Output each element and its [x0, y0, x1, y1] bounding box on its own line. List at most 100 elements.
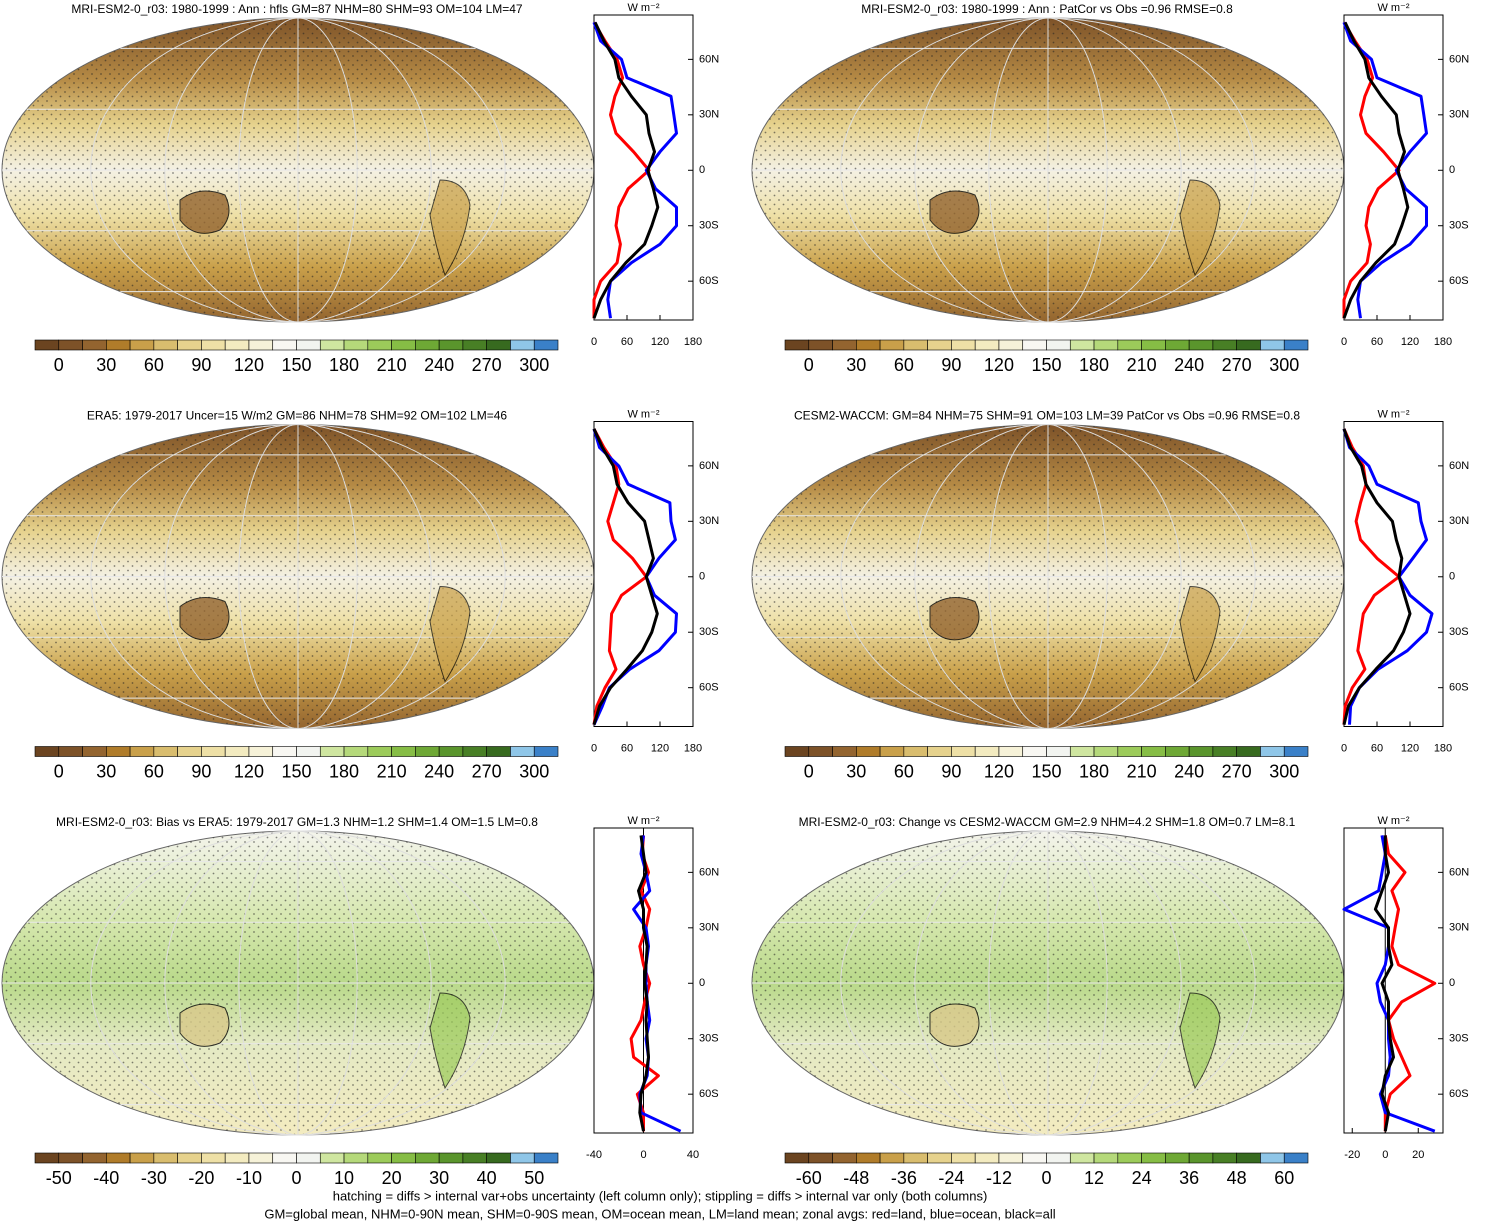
colorbar-box	[1212, 1152, 1237, 1164]
zonal-line	[1342, 21, 1410, 319]
colorbar-box	[998, 746, 1024, 757]
x-tick-label: 60	[621, 336, 633, 348]
colorbar-label: 30	[96, 355, 116, 375]
colorbar-box	[1117, 339, 1142, 351]
colorbar-label: 30	[429, 1168, 449, 1188]
colorbar-box	[856, 339, 881, 351]
continent	[429, 992, 471, 1090]
x-tick-label: 180	[684, 742, 702, 754]
y-tick-label: 30S	[1449, 220, 1469, 232]
colorbar-box	[927, 1152, 952, 1164]
y-tick-label: 60S	[699, 1088, 719, 1100]
panel-title: MRI-ESM2-0_r03: Change vs CESM2-WACCM GM…	[799, 815, 1296, 829]
colorbar-box	[224, 1152, 250, 1164]
colorbar-box	[415, 746, 440, 757]
colorbar-box	[1165, 1152, 1190, 1164]
zonal-line	[1342, 428, 1412, 726]
colorbar-label: 120	[234, 761, 264, 781]
colorbar-box	[248, 339, 274, 351]
colorbar-label: 210	[377, 761, 407, 781]
y-tick-label: 30S	[699, 1033, 719, 1045]
colorbar-box	[129, 1152, 155, 1164]
continent	[929, 190, 980, 234]
colorbar-box	[832, 746, 857, 757]
colorbar-box	[1188, 746, 1214, 757]
colorbar-box	[391, 1152, 416, 1164]
colorbar-box	[1236, 1152, 1261, 1164]
zonal-frame	[1343, 14, 1444, 321]
panel-title: CESM2-WACCM: GM=84 NHM=75 SHM=91 OM=103 …	[794, 409, 1300, 423]
continent	[929, 1003, 980, 1047]
colorbar-box	[462, 339, 487, 351]
y-tick-label: 30N	[1449, 515, 1469, 527]
colorbar-label: 240	[1174, 355, 1204, 375]
continent	[1179, 179, 1221, 277]
colorbar-box	[153, 339, 178, 351]
colorbar-box	[82, 1152, 107, 1164]
panel: MRI-ESM2-0_r03: 1980-1999 : Ann : PatCor…	[751, 2, 1469, 375]
y-tick-label: 0	[1449, 977, 1455, 989]
colorbar-box	[462, 746, 487, 757]
colorbar-label: 120	[984, 761, 1014, 781]
panel: MRI-ESM2-0_r03: Change vs CESM2-WACCM GM…	[751, 815, 1469, 1188]
colorbar-box	[1093, 339, 1119, 351]
y-tick-label: 60N	[1449, 460, 1469, 472]
colorbar-box	[367, 339, 392, 351]
continent	[429, 585, 471, 683]
colorbar-box	[319, 746, 345, 757]
x-tick-label: 0	[591, 742, 597, 754]
colorbar-box	[808, 1152, 833, 1164]
colorbar-label: 90	[941, 355, 961, 375]
zonal-unit: W m⁻²	[1377, 815, 1409, 827]
colorbar-box	[974, 339, 1000, 351]
colorbar-box	[533, 339, 559, 351]
colorbar-box	[1283, 1152, 1309, 1164]
colorbar-label: 300	[519, 355, 549, 375]
colorbar-label: 0	[54, 355, 64, 375]
y-tick-label: 60N	[1449, 53, 1469, 65]
colorbar-box	[296, 746, 321, 757]
y-tick-label: 30N	[699, 922, 719, 934]
y-tick-label: 30S	[699, 220, 719, 232]
colorbar-label: 30	[846, 761, 866, 781]
colorbar-box	[1141, 1152, 1166, 1164]
y-tick-label: 30S	[699, 626, 719, 638]
colorbar-box	[106, 1152, 131, 1164]
colorbar-box	[533, 1152, 559, 1164]
colorbar-label: 20	[382, 1168, 402, 1188]
colorbar-label: 0	[291, 1168, 301, 1188]
colorbar-label: 0	[804, 761, 814, 781]
colorbar-box	[462, 1152, 487, 1164]
colorbar-box	[903, 746, 928, 757]
continent	[929, 597, 980, 641]
x-tick-label: 0	[1341, 336, 1347, 348]
zonal-unit: W m⁻²	[627, 408, 659, 420]
colorbar-label: 300	[1269, 761, 1299, 781]
colorbar-box	[415, 339, 440, 351]
colorbar-box	[177, 339, 202, 351]
colorbar-box	[1022, 1152, 1047, 1164]
colorbar-box	[1165, 339, 1190, 351]
colorbar-label: 270	[472, 761, 502, 781]
colorbar-box	[510, 339, 535, 351]
zonal-line	[592, 21, 660, 319]
colorbar-label: 210	[377, 355, 407, 375]
colorbar-box	[951, 1152, 976, 1164]
x-tick-label: 0	[1382, 1149, 1388, 1161]
colorbar-box	[879, 339, 905, 351]
colorbar-box	[927, 746, 952, 757]
y-tick-label: 60S	[1449, 682, 1469, 694]
x-tick-label: -40	[586, 1149, 602, 1161]
colorbar-box	[153, 1152, 178, 1164]
continent	[179, 597, 230, 641]
colorbar-box	[1260, 1152, 1285, 1164]
y-tick-label: 60N	[699, 866, 719, 878]
colorbar-box	[343, 1152, 369, 1164]
colorbar-label: -36	[891, 1168, 917, 1188]
colorbar-box	[224, 746, 250, 757]
colorbar-label: 300	[1269, 355, 1299, 375]
colorbar-label: 60	[144, 761, 164, 781]
zonal-line	[592, 21, 678, 319]
colorbar-box	[951, 746, 976, 757]
